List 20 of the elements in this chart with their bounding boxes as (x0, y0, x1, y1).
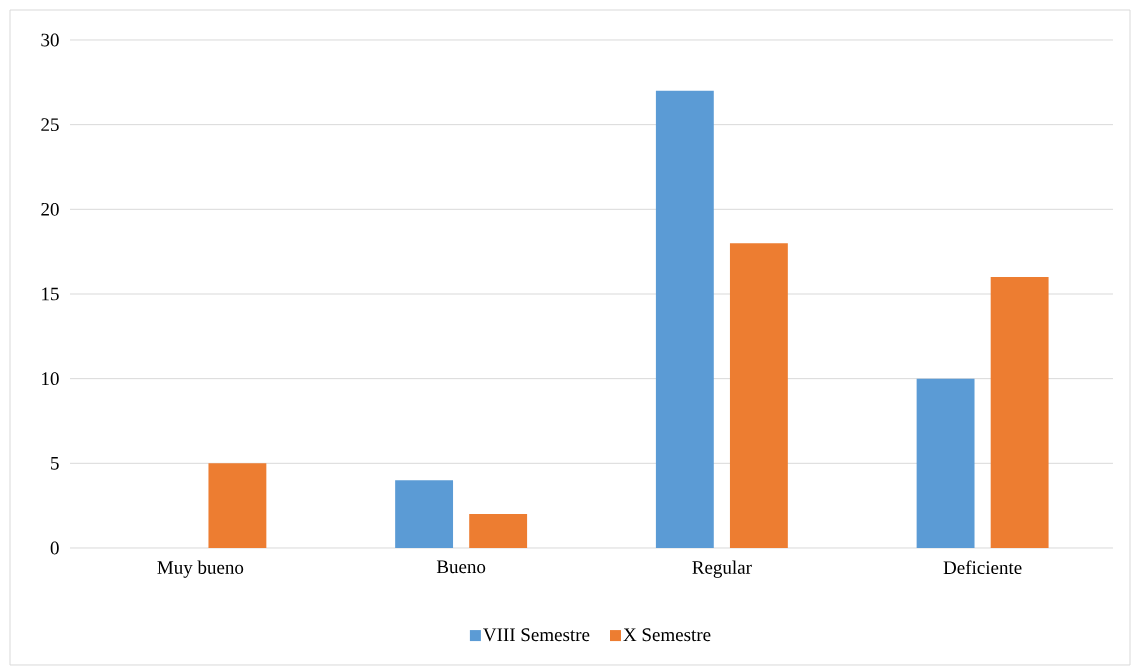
y-tick-label: 25 (41, 118, 59, 132)
bar (990, 277, 1049, 548)
x-tick-label: Muy bueno (157, 560, 244, 578)
x-tick-label: Bueno (436, 560, 486, 574)
bar (469, 514, 528, 548)
legend-label: VIII Semestre (483, 628, 590, 642)
bar (729, 243, 788, 548)
bar (916, 378, 975, 548)
x-tick-label: Regular (692, 560, 752, 578)
legend-label: X Semestre (623, 628, 711, 642)
y-tick-label: 10 (42, 372, 59, 386)
y-tick-label: 15 (42, 287, 59, 301)
y-tick-label: 20 (41, 202, 59, 216)
bar (208, 463, 267, 548)
y-tick-label: 5 (51, 457, 59, 470)
bar (395, 480, 454, 548)
x-tick-label: Deficiente (943, 560, 1022, 575)
y-tick-label: 0 (50, 541, 59, 555)
bar (655, 90, 714, 548)
y-tick-label: 30 (41, 33, 59, 47)
